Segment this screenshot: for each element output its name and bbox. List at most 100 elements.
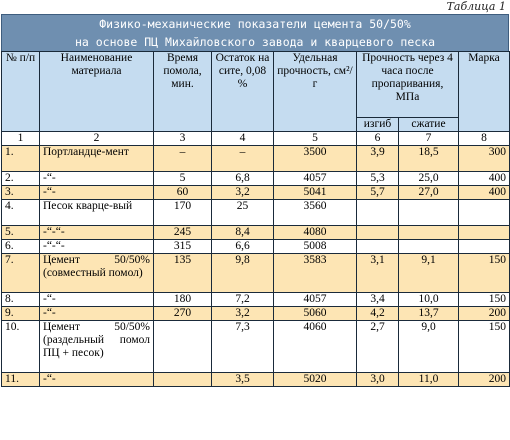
table-title-line-2: на основе ПЦ Михайловского завода и квар… bbox=[74, 35, 436, 49]
cell-name: Портландце-мент bbox=[39, 145, 154, 172]
header-surface: Удельная прочность, см²/г bbox=[273, 51, 357, 132]
header-bend: изгиб bbox=[356, 117, 399, 132]
cell-surface: 3583 bbox=[273, 253, 357, 293]
table-row: 7. Цемент 50/50% (совместный помол) 135 9,8… bbox=[1, 253, 510, 293]
cell-compress: 11,0 bbox=[398, 372, 459, 387]
data-table: № п/п Наименование материала Время помол… bbox=[1, 51, 510, 387]
cell-time bbox=[153, 320, 212, 373]
cell-residue: 9,8 bbox=[211, 253, 274, 293]
column-number: 5 bbox=[273, 131, 357, 146]
cell-compress: 9,0 bbox=[398, 320, 459, 373]
column-number: 1 bbox=[1, 131, 40, 146]
cell-compress: 10,0 bbox=[398, 292, 459, 307]
cell-surface: 5041 bbox=[273, 185, 357, 200]
cell-name: -“- bbox=[39, 372, 154, 387]
table-row: 3. -“- 60 3,2 5041 5,7 27,0 400 bbox=[1, 185, 510, 200]
cell-compress: 9,1 bbox=[398, 253, 459, 293]
cell-time bbox=[153, 372, 212, 387]
cell-bend bbox=[356, 239, 399, 254]
cell-name: Песок кварце-вый bbox=[39, 199, 154, 226]
cell-grade: 400 bbox=[458, 171, 510, 186]
cell-compress bbox=[398, 239, 459, 254]
cell-time: 245 bbox=[153, 225, 212, 240]
table-row: 9. -“- 270 3,2 5060 4,2 13,7 200 bbox=[1, 306, 510, 321]
cell-bend bbox=[356, 199, 399, 226]
cell-time: 315 bbox=[153, 239, 212, 254]
cell-grade: 150 bbox=[458, 292, 510, 307]
table-row: 10. Цемент 50/50% (раздельный помол ПЦ + … bbox=[1, 320, 510, 373]
cell-surface: 4060 bbox=[273, 320, 357, 373]
header-strength: Прочность через 4 часа после пропаривани… bbox=[356, 51, 459, 118]
cell-num: 10. bbox=[1, 320, 40, 373]
column-number: 3 bbox=[153, 131, 212, 146]
header-residue: Остаток на сите, 0,08 % bbox=[211, 51, 274, 132]
cell-num: 8. bbox=[1, 292, 40, 307]
cell-residue: 7,3 bbox=[211, 320, 274, 373]
column-number-row: 1 2 3 4 5 6 7 8 bbox=[1, 131, 510, 146]
table-title-line-1: Физико-механические показатели цемента 5… bbox=[99, 17, 411, 31]
table-row: 1. Портландце-мент – –3500 3,9 18,5 300 bbox=[1, 145, 510, 172]
cell-bend bbox=[356, 225, 399, 240]
cell-name: -“-“- bbox=[39, 239, 154, 254]
cell-surface: 3500 bbox=[273, 145, 357, 172]
cell-time: 135 bbox=[153, 253, 212, 293]
cell-bend: 3,4 bbox=[356, 292, 399, 307]
table-row: 5. -“-“- 245 8,4 4080 bbox=[1, 225, 510, 240]
cell-time: 170 bbox=[153, 199, 212, 226]
cell-name: -“- bbox=[39, 306, 154, 321]
cell-bend: 3,9 bbox=[356, 145, 399, 172]
header-compress: сжатие bbox=[398, 117, 459, 132]
cell-name: Цемент 50/50% (совместный помол) bbox=[39, 253, 154, 293]
table-row: 11. -“- 3,5 5020 3,0 11,0 200 bbox=[1, 372, 510, 387]
cell-num: 7. bbox=[1, 253, 40, 293]
cell-compress bbox=[398, 199, 459, 226]
header-name: Наименование материала bbox=[39, 51, 154, 132]
cell-residue: – bbox=[211, 145, 274, 172]
header-grade: Марка bbox=[458, 51, 510, 132]
cell-num: 11. bbox=[1, 372, 40, 387]
cell-num: 2. bbox=[1, 171, 40, 186]
cell-num: 9. bbox=[1, 306, 40, 321]
cell-surface: 4057 bbox=[273, 292, 357, 307]
cell-residue: 25 bbox=[211, 199, 274, 226]
table-caption: Таблица 1 bbox=[446, 0, 506, 13]
cell-residue: 3,5 bbox=[211, 372, 274, 387]
cell-time: 5 bbox=[153, 171, 212, 186]
cell-bend: 3,0 bbox=[356, 372, 399, 387]
cell-bend: 4,2 bbox=[356, 306, 399, 321]
cell-surface: 5008 bbox=[273, 239, 357, 254]
cell-surface: 4080 bbox=[273, 225, 357, 240]
cell-grade: 400 bbox=[458, 185, 510, 200]
cell-time: 60 bbox=[153, 185, 212, 200]
column-number: 4 bbox=[211, 131, 274, 146]
cell-surface: 4057 bbox=[273, 171, 357, 186]
cell-residue: 7,2 bbox=[211, 292, 274, 307]
cell-name: -“- bbox=[39, 292, 154, 307]
cell-bend: 3,1 bbox=[356, 253, 399, 293]
cell-time: 270 bbox=[153, 306, 212, 321]
cell-compress: 25,0 bbox=[398, 171, 459, 186]
cell-name: Цемент 50/50% (раздельный помол ПЦ + пес… bbox=[39, 320, 154, 373]
cell-num: 1. bbox=[1, 145, 40, 172]
cell-grade bbox=[458, 225, 510, 240]
cell-compress: 18,5 bbox=[398, 145, 459, 172]
cell-surface: 5020 bbox=[273, 372, 357, 387]
cell-bend: 5,7 bbox=[356, 185, 399, 200]
column-number: 2 bbox=[39, 131, 154, 146]
table-row: 4. Песок кварце-вый 170 25 3560 bbox=[1, 199, 510, 226]
header-num: № п/п bbox=[1, 51, 40, 132]
cell-grade bbox=[458, 239, 510, 254]
cell-residue: 3,2 bbox=[211, 306, 274, 321]
table-row: 8. -“- 180 7,2 4057 3,4 10,0 150 bbox=[1, 292, 510, 307]
cell-num: 6. bbox=[1, 239, 40, 254]
cell-grade bbox=[458, 199, 510, 226]
cell-bend: 2,7 bbox=[356, 320, 399, 373]
cell-time: 180 bbox=[153, 292, 212, 307]
table-title: Физико-механические показатели цемента 5… bbox=[1, 14, 509, 52]
cell-grade: 200 bbox=[458, 372, 510, 387]
cell-compress: 13,7 bbox=[398, 306, 459, 321]
table-row: 2. -“- 5 6,8 4057 5,3 25,0 400 bbox=[1, 171, 510, 186]
cell-residue: 3,2 bbox=[211, 185, 274, 200]
cell-num: 5. bbox=[1, 225, 40, 240]
column-number: 7 bbox=[398, 131, 459, 146]
